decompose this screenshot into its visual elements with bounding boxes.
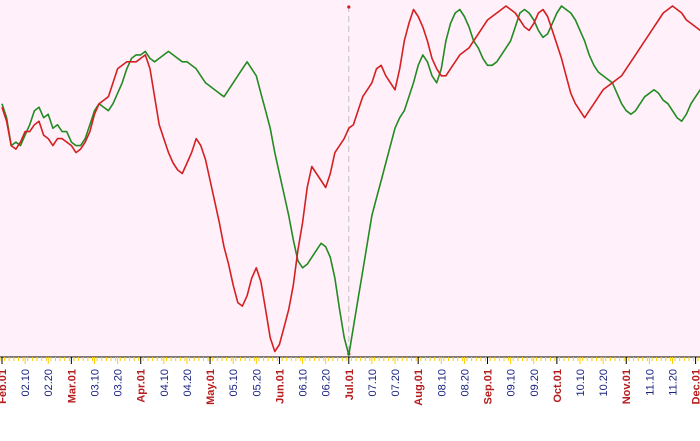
x-tick-label: 08.10 <box>436 369 448 397</box>
x-tick-label: 02.20 <box>43 369 55 397</box>
x-tick-label: Sep.01 <box>483 369 495 404</box>
x-tick-label: Nov.01 <box>621 369 633 404</box>
x-tick-label: Apr.01 <box>136 369 148 403</box>
x-tick-label: 11.10 <box>644 369 656 396</box>
series-group <box>1 5 700 356</box>
x-tick-label: 05.10 <box>228 369 240 397</box>
x-tick-label: 04.20 <box>182 369 194 397</box>
x-tick-label: 09.10 <box>506 369 518 397</box>
x-tick-label: 10.20 <box>598 369 610 397</box>
plot-background <box>0 0 700 357</box>
x-tick-label: May.01 <box>205 369 217 405</box>
x-tick-label: 11.20 <box>667 369 679 396</box>
x-tick-label: 07.10 <box>367 369 379 397</box>
x-tick-label: Jun.01 <box>274 369 286 404</box>
x-axis-ticks <box>0 357 699 364</box>
x-tick-label: 03.20 <box>113 369 125 397</box>
x-tick-label: Aug.01 <box>413 369 425 406</box>
x-tick-label: 08.20 <box>459 369 471 397</box>
x-tick-label: 02.10 <box>20 369 32 397</box>
x-tick-label: 05.20 <box>251 369 263 397</box>
x-tick-label: 03.10 <box>89 369 101 397</box>
x-tick-label: Mar.01 <box>66 369 78 403</box>
x-tick-label: 06.10 <box>298 369 310 397</box>
x-tick-label: 07.20 <box>390 369 402 397</box>
series-line-red <box>1 5 700 353</box>
x-tick-label: 06.20 <box>321 369 333 397</box>
series-line-green <box>1 5 700 356</box>
x-tick-label: 10.10 <box>575 369 587 397</box>
x-axis-tick-labels: Feb.01 02.10 02.20 Mar.01 03.10 03.20 Apr.01 04… <box>0 369 700 406</box>
x-tick-label: 04.10 <box>159 369 171 397</box>
x-tick-label: Dec.01 <box>691 369 700 404</box>
x-tick-label: Feb.01 <box>0 369 9 404</box>
x-tick-label: Jul.01 <box>344 369 356 400</box>
x-tick-label: 09.20 <box>529 369 541 397</box>
cursor-marker-top <box>347 5 351 9</box>
x-tick-label: Oct.01 <box>552 369 564 403</box>
